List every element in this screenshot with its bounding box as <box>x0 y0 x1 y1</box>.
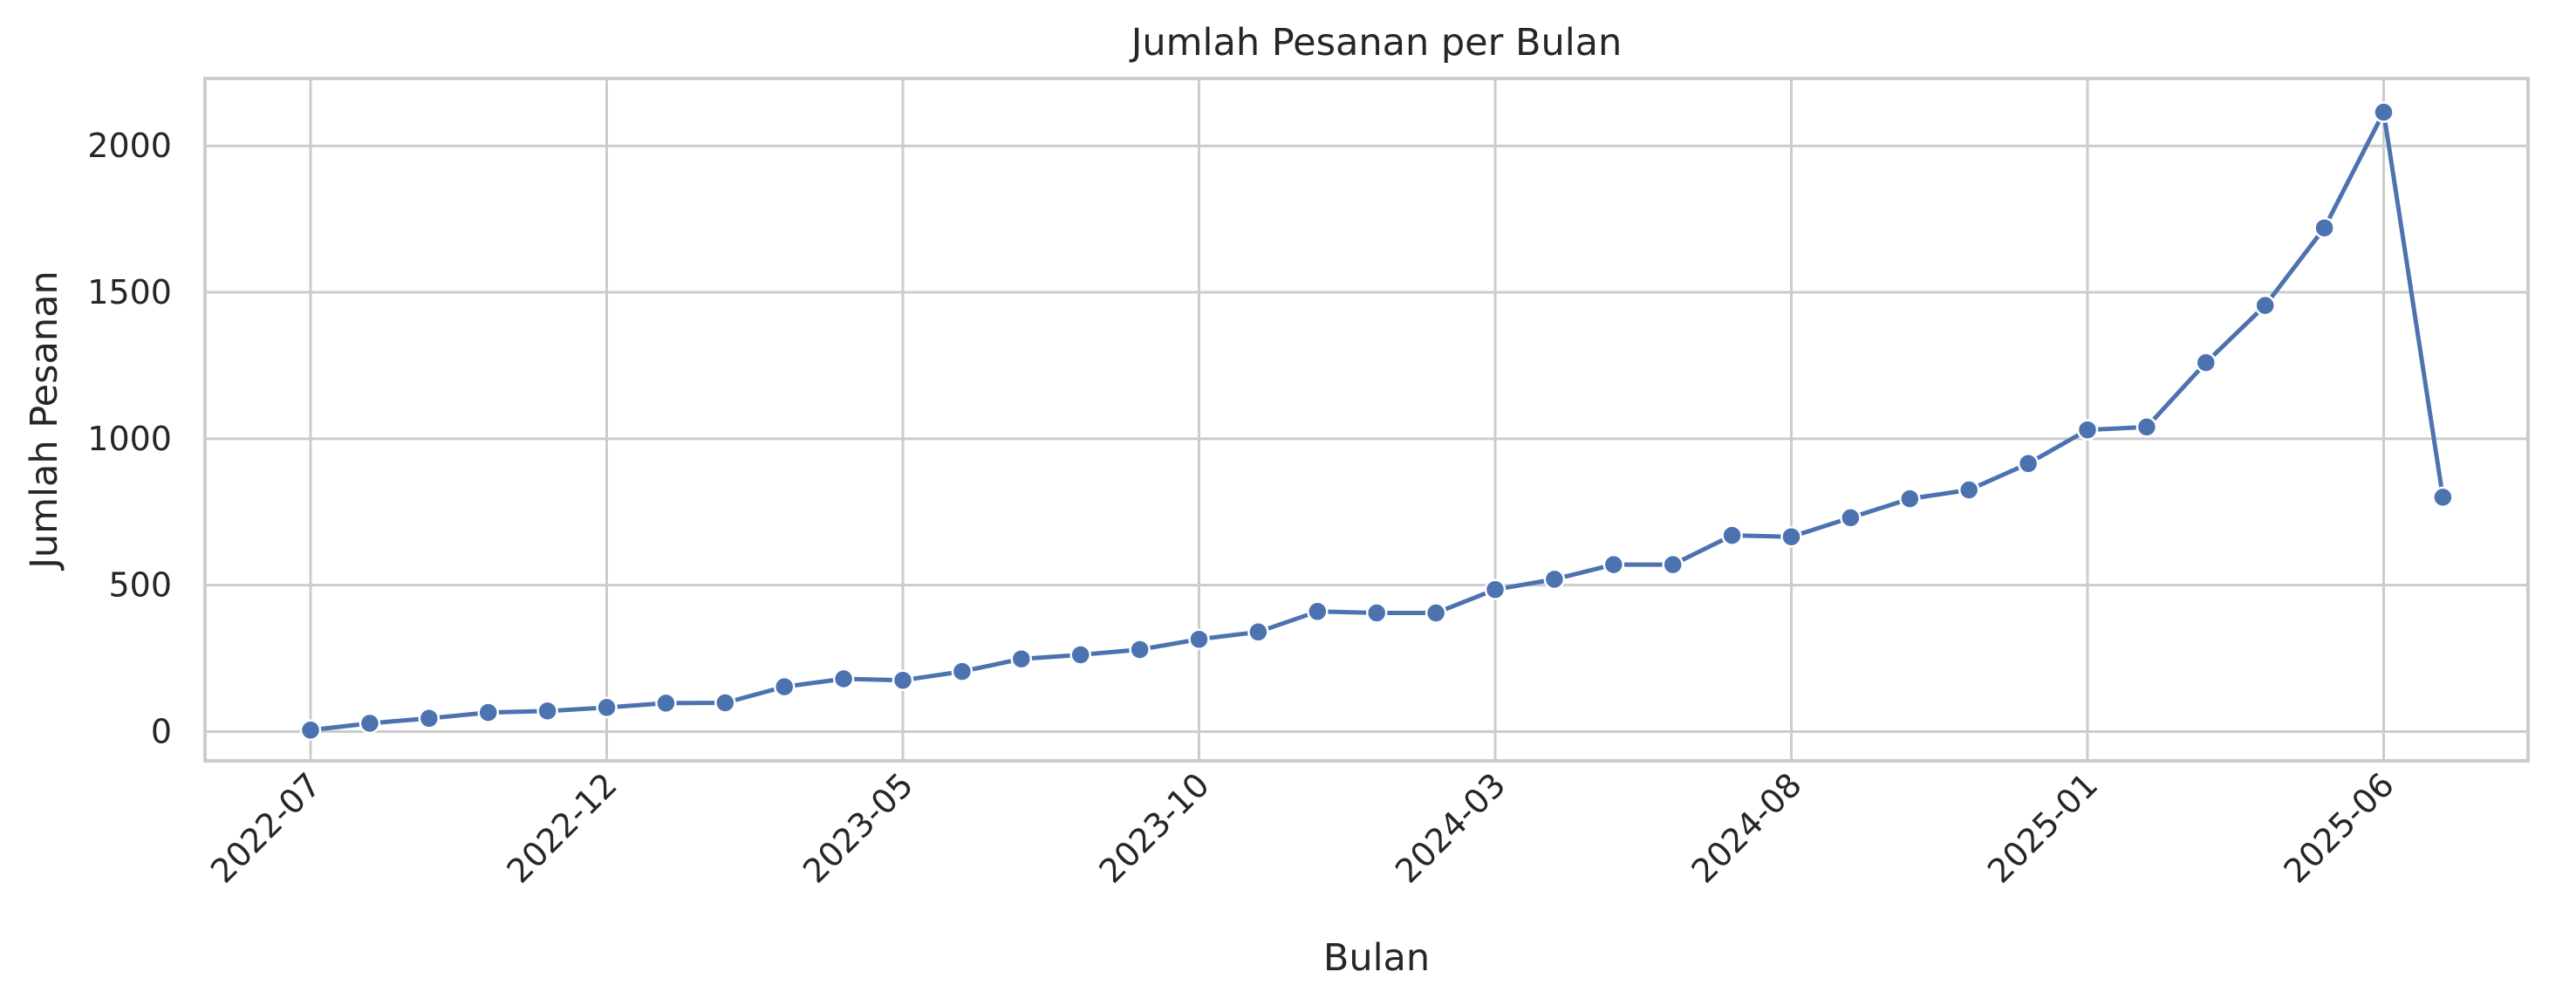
data-point <box>1069 644 1091 666</box>
data-point <box>2135 416 2158 438</box>
data-point <box>418 708 441 729</box>
data-point <box>1840 507 1862 529</box>
x-tick-labels: 2022-07 2022-12 2023-05 2023-10 2024-03 2024-… <box>203 765 2402 890</box>
data-point <box>536 700 558 722</box>
x-tick-label: 2023-10 <box>1091 765 1216 890</box>
x-tick-label: 2022-07 <box>203 765 328 890</box>
data-point <box>832 667 855 690</box>
data-point <box>1602 553 1625 576</box>
data-point <box>1307 600 1329 623</box>
x-tick-label: 2023-05 <box>796 765 920 890</box>
data-point <box>892 669 914 691</box>
data-point <box>951 660 974 682</box>
data-point <box>1721 524 1743 546</box>
data-point <box>1662 553 1684 576</box>
plot-frame <box>203 77 2530 763</box>
data-point <box>359 712 381 735</box>
y-axis-label: Jumlah Pesanan <box>23 270 66 571</box>
data-point <box>2195 352 2217 373</box>
data-point <box>1247 621 1269 643</box>
data-point <box>2432 486 2454 509</box>
data-points <box>299 101 2454 742</box>
chart-title: Jumlah Pesanan per Bulan <box>1129 21 1623 65</box>
data-point <box>2076 419 2099 441</box>
series-line <box>310 110 2445 733</box>
data-point <box>1484 578 1507 600</box>
x-tick-label: 2024-03 <box>1388 765 1513 890</box>
x-axis-label: Bulan <box>1323 936 1430 980</box>
grid <box>205 79 2528 761</box>
data-point <box>1129 639 1151 660</box>
data-point <box>2017 453 2040 475</box>
data-point <box>299 719 322 742</box>
data-point <box>596 696 618 719</box>
y-tick-label: 2000 <box>87 127 172 165</box>
data-point <box>1188 628 1210 650</box>
data-point <box>714 692 736 714</box>
data-point <box>1899 488 1921 510</box>
y-tick-label: 500 <box>108 566 172 605</box>
data-point <box>2254 294 2276 317</box>
y-tick-label: 1000 <box>87 420 172 458</box>
x-tick-label: 2024-08 <box>1684 765 1808 890</box>
y-tick-label: 1500 <box>87 273 172 311</box>
data-point <box>1010 647 1033 670</box>
data-point <box>773 675 796 698</box>
data-point <box>2313 216 2335 239</box>
x-tick-label: 2022-12 <box>499 765 624 890</box>
y-tick-labels: 0 500 1000 1500 2000 <box>87 127 172 750</box>
data-point <box>2373 101 2395 123</box>
data-point <box>1425 602 1447 624</box>
data-point <box>1780 525 1802 548</box>
data-point <box>1543 568 1566 591</box>
data-point <box>477 701 499 723</box>
data-point <box>1365 602 1388 624</box>
data-point <box>655 692 677 715</box>
x-tick-label: 2025-01 <box>1980 765 2105 890</box>
x-tick-label: 2025-06 <box>2276 765 2401 890</box>
y-tick-label: 0 <box>151 712 172 750</box>
data-point <box>1958 479 1980 501</box>
